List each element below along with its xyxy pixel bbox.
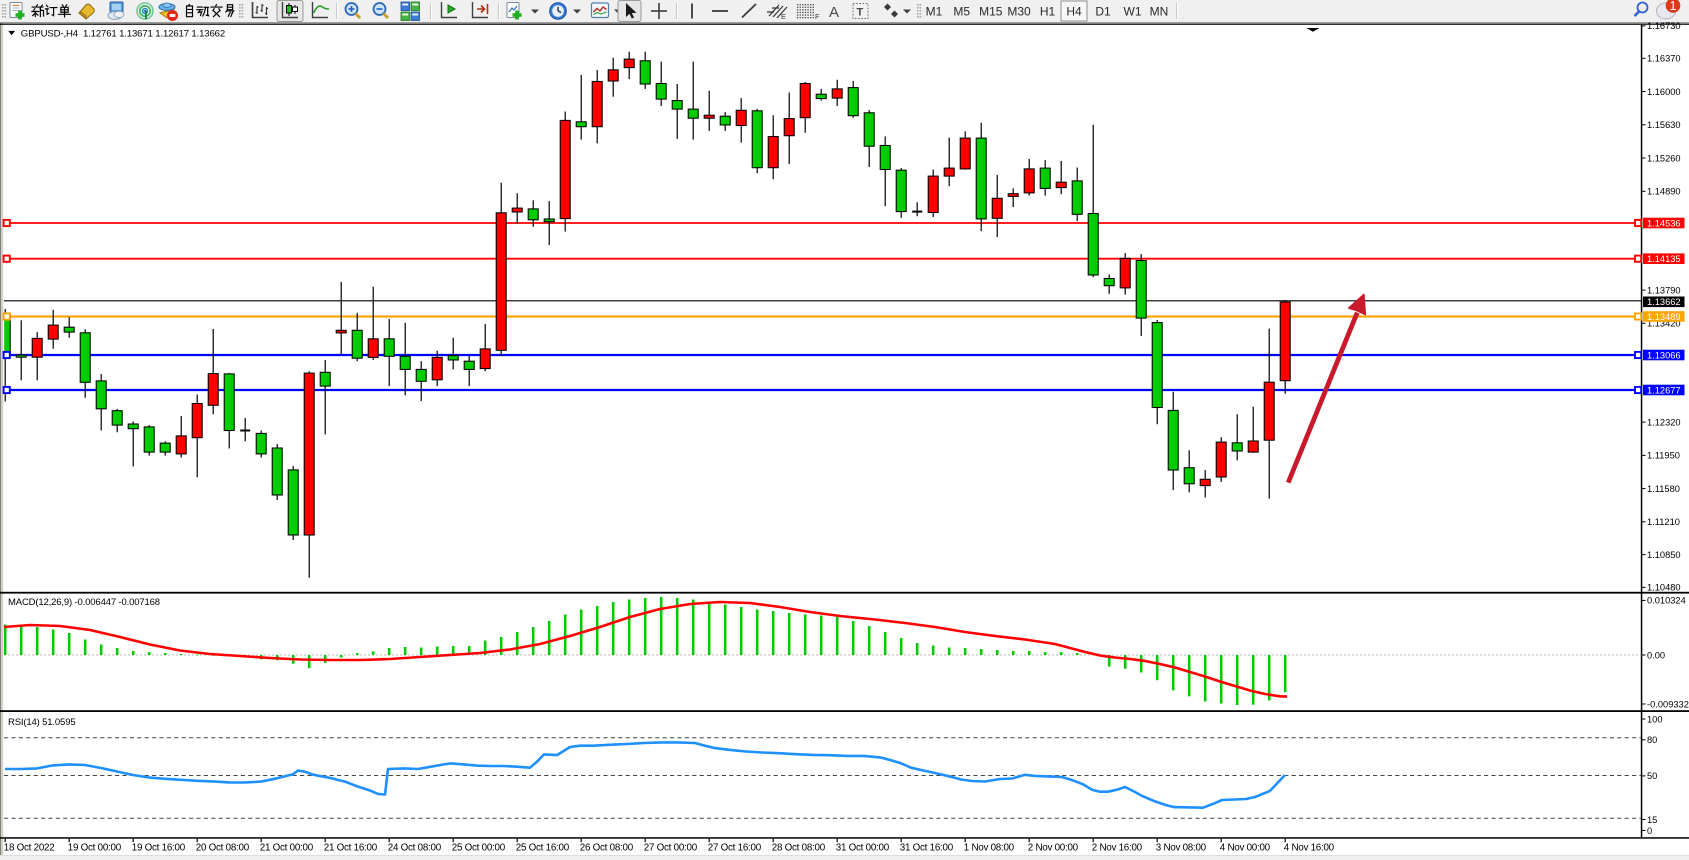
svg-text:20 Oct 08:00: 20 Oct 08:00 — [196, 842, 250, 853]
svg-text:18 Oct 2022: 18 Oct 2022 — [4, 842, 55, 853]
svg-text:24 Oct 08:00: 24 Oct 08:00 — [388, 842, 442, 853]
svg-text:1.16730: 1.16730 — [1647, 21, 1681, 31]
svg-text:21 Oct 16:00: 21 Oct 16:00 — [324, 842, 378, 853]
svg-text:28 Oct 08:00: 28 Oct 08:00 — [772, 842, 826, 853]
svg-text:4 Nov 16:00: 4 Nov 16:00 — [1284, 842, 1335, 853]
svg-text:0.010324: 0.010324 — [1647, 596, 1686, 606]
svg-text:19 Oct 00:00: 19 Oct 00:00 — [68, 842, 122, 853]
svg-text:25 Oct 16:00: 25 Oct 16:00 — [516, 842, 570, 853]
svg-text:27 Oct 00:00: 27 Oct 00:00 — [644, 842, 698, 853]
svg-text:MN: MN — [1150, 5, 1169, 19]
svg-text:MACD(12,26,9) -0.006447 -0.007: MACD(12,26,9) -0.006447 -0.007168 — [8, 597, 160, 608]
svg-text:4 Nov 00:00: 4 Nov 00:00 — [1220, 842, 1271, 853]
svg-text:D1: D1 — [1095, 5, 1111, 19]
svg-text:H1: H1 — [1040, 5, 1056, 19]
svg-text:1.13066: 1.13066 — [1647, 350, 1681, 360]
svg-text:M30: M30 — [1007, 5, 1031, 19]
svg-text:1.16000: 1.16000 — [1647, 87, 1681, 97]
svg-text:2 Nov 00:00: 2 Nov 00:00 — [1028, 842, 1079, 853]
svg-text:100: 100 — [1647, 714, 1663, 724]
svg-text:M5: M5 — [953, 5, 970, 19]
svg-text:RSI(14) 51.0595: RSI(14) 51.0595 — [8, 717, 75, 728]
svg-text:1.11950: 1.11950 — [1647, 451, 1680, 461]
svg-text:15: 15 — [1647, 815, 1657, 825]
svg-text:1.11210: 1.11210 — [1647, 517, 1680, 527]
svg-text:GBPUSD-,H4 1.12761 1.13671 1.: GBPUSD-,H4 1.12761 1.13671 1.12617 1.136… — [21, 28, 225, 39]
svg-text:26 Oct 08:00: 26 Oct 08:00 — [580, 842, 634, 853]
svg-text:1.15630: 1.15630 — [1647, 120, 1681, 130]
svg-text:1.14890: 1.14890 — [1647, 187, 1681, 197]
svg-text:1.13662: 1.13662 — [1647, 297, 1681, 307]
svg-text:31 Oct 16:00: 31 Oct 16:00 — [900, 842, 954, 853]
svg-text:1.12677: 1.12677 — [1647, 385, 1681, 395]
svg-text:1: 1 — [1670, 0, 1677, 13]
svg-text:-0.009332: -0.009332 — [1647, 699, 1689, 709]
svg-text:27 Oct 16:00: 27 Oct 16:00 — [708, 842, 762, 853]
svg-text:1.12320: 1.12320 — [1647, 417, 1681, 427]
svg-text:1 Nov 08:00: 1 Nov 08:00 — [964, 842, 1015, 853]
svg-text:M1: M1 — [926, 5, 943, 19]
svg-text:E: E — [781, 12, 786, 21]
svg-text:2 Nov 16:00: 2 Nov 16:00 — [1092, 842, 1143, 853]
svg-text:3 Nov 08:00: 3 Nov 08:00 — [1156, 842, 1207, 853]
svg-text:1.13420: 1.13420 — [1647, 319, 1681, 329]
svg-text:1.10480: 1.10480 — [1647, 583, 1681, 593]
svg-text:1.10850: 1.10850 — [1647, 550, 1681, 560]
svg-text:25 Oct 00:00: 25 Oct 00:00 — [452, 842, 506, 853]
svg-text:1.15260: 1.15260 — [1647, 153, 1681, 163]
svg-text:1.13489: 1.13489 — [1647, 312, 1681, 322]
svg-text:1.11580: 1.11580 — [1647, 484, 1680, 494]
svg-text:0.00: 0.00 — [1647, 650, 1665, 660]
svg-text:H4: H4 — [1066, 5, 1082, 19]
svg-text:M15: M15 — [979, 5, 1003, 19]
svg-text:50: 50 — [1647, 771, 1657, 781]
svg-text:19 Oct 16:00: 19 Oct 16:00 — [132, 842, 186, 853]
svg-text:1.14536: 1.14536 — [1647, 218, 1681, 228]
svg-text:F: F — [815, 12, 820, 21]
svg-text:W1: W1 — [1124, 5, 1142, 19]
svg-text:0: 0 — [1647, 826, 1652, 836]
svg-text:A: A — [829, 4, 839, 21]
svg-text:T: T — [857, 7, 864, 19]
svg-text:1.13790: 1.13790 — [1647, 285, 1681, 295]
svg-text:31 Oct 00:00: 31 Oct 00:00 — [836, 842, 890, 853]
svg-text:80: 80 — [1647, 735, 1657, 745]
svg-text:1.16370: 1.16370 — [1647, 54, 1681, 64]
svg-text:1.14135: 1.14135 — [1647, 254, 1681, 264]
svg-text:21 Oct 00:00: 21 Oct 00:00 — [260, 842, 314, 853]
